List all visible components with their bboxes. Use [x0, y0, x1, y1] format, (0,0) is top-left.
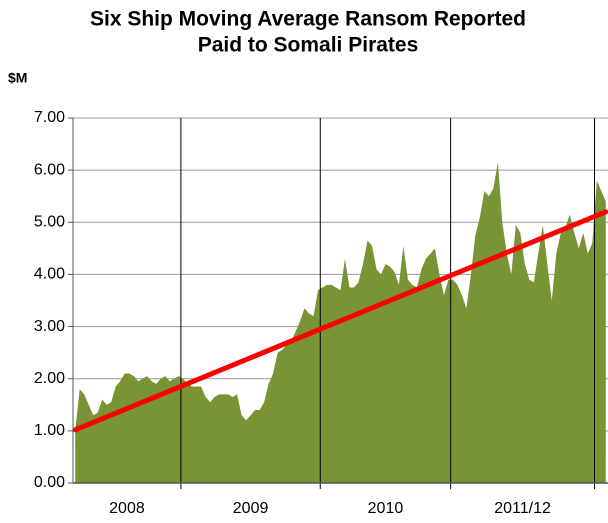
- y-tick-label: 3.00: [34, 318, 65, 335]
- y-axis-label: $M: [8, 70, 27, 86]
- y-tick-label: 5.00: [34, 214, 65, 231]
- y-tick-label: 1.00: [34, 422, 65, 439]
- x-tick-label: 2011/12: [494, 500, 551, 517]
- y-tick-label: 6.00: [34, 161, 65, 178]
- x-tick-label: 2009: [233, 500, 269, 517]
- trend-line: [72, 209, 608, 433]
- chart-title: Paid to Somali Pirates: [198, 34, 419, 57]
- x-tick-label: 2008: [109, 500, 145, 517]
- x-tick-label: 2010: [368, 500, 404, 517]
- y-tick-label: 0.00: [34, 474, 65, 491]
- chart-title: Six Ship Moving Average Ransom Reported: [90, 8, 526, 31]
- y-tick-label: 7.00: [34, 109, 65, 126]
- y-tick-label: 4.00: [34, 266, 65, 283]
- y-tick-label: 2.00: [34, 370, 65, 387]
